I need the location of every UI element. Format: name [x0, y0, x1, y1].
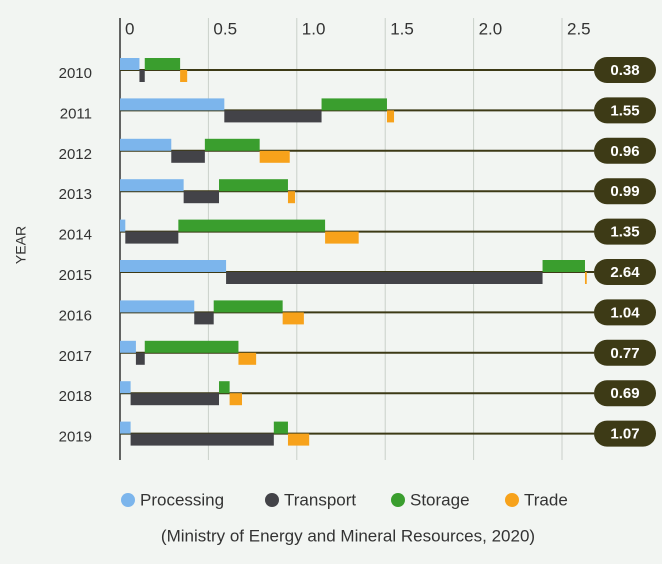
y-tick-label: 2018: [59, 388, 92, 405]
legend-label: Trade: [524, 490, 568, 509]
bar: [135, 352, 145, 365]
legend-label: Storage: [410, 490, 470, 509]
bar: [120, 138, 172, 151]
bar: [204, 138, 260, 151]
bar: [120, 421, 131, 434]
bar: [194, 312, 214, 325]
bar: [287, 433, 310, 446]
y-tick-label: 2013: [59, 186, 92, 203]
bar: [259, 150, 290, 163]
bar: [213, 300, 283, 313]
total-label: 1.55: [610, 102, 639, 119]
bar: [120, 58, 140, 70]
bar: [130, 393, 220, 406]
x-tick-label: 1.5: [390, 19, 414, 38]
total-label: 0.69: [610, 385, 639, 402]
total-label: 0.99: [610, 183, 639, 200]
total-pill: [594, 299, 656, 326]
legend-marker: [391, 493, 405, 507]
legend-label: Transport: [284, 490, 356, 509]
y-axis-label: YEAR: [13, 226, 29, 264]
bar: [542, 260, 585, 272]
bar: [219, 179, 288, 192]
x-tick-label: 0.5: [213, 19, 237, 38]
bar: [120, 179, 184, 192]
bar: [120, 340, 136, 353]
x-tick-label: 2.5: [567, 19, 591, 38]
y-tick-label: 2015: [59, 267, 92, 284]
total-pill: [594, 218, 656, 245]
source: (Ministry of Energy and Mineral Resource…: [161, 526, 535, 545]
y-tick-label: 2016: [59, 307, 92, 324]
bar: [130, 433, 274, 446]
bar: [584, 272, 587, 284]
y-tick-label: 2017: [59, 348, 92, 365]
bar: [219, 381, 230, 394]
bar: [273, 421, 288, 434]
legend-marker: [265, 493, 279, 507]
bar: [144, 58, 181, 70]
legend-label: Processing: [140, 490, 224, 509]
bar: [180, 70, 188, 82]
bar: [321, 98, 387, 111]
total-pill: [594, 420, 656, 447]
y-tick-label: 2014: [59, 227, 92, 244]
legend-marker: [121, 493, 135, 507]
x-tick-label: 0: [125, 19, 134, 38]
bar: [178, 219, 326, 232]
y-tick-label: 2012: [59, 146, 92, 163]
total-pill: [594, 259, 656, 285]
total-pill: [594, 97, 656, 124]
x-tick-label: 1.0: [302, 19, 326, 38]
bar: [183, 191, 220, 204]
total-label: 0.77: [610, 345, 639, 362]
total-pill: [594, 339, 656, 366]
y-tick-label: 2011: [60, 105, 92, 122]
total-label: 0.96: [610, 143, 639, 160]
bar: [144, 340, 239, 353]
bar: [325, 231, 359, 244]
bar: [386, 110, 395, 123]
legend-marker: [505, 493, 519, 507]
total-pill: [594, 178, 656, 205]
bar: [287, 191, 296, 204]
x-tick-label: 2.0: [479, 19, 503, 38]
total-pill: [594, 137, 656, 164]
bar: [120, 381, 131, 394]
bar: [238, 352, 257, 365]
bar: [282, 312, 304, 325]
bar: [125, 231, 179, 244]
total-label: 0.38: [610, 62, 639, 79]
total-label: 2.64: [610, 264, 640, 281]
y-tick-label: 2019: [59, 429, 92, 446]
bar: [229, 393, 242, 406]
bar: [226, 272, 543, 284]
bar: [120, 260, 227, 272]
bar: [224, 110, 322, 123]
bar: [120, 98, 225, 111]
total-label: 1.35: [610, 224, 639, 241]
bar: [120, 300, 195, 313]
total-pill: [594, 57, 656, 83]
y-tick-label: 2010: [59, 65, 92, 82]
total-label: 1.04: [610, 304, 640, 321]
bar: [139, 70, 145, 82]
total-pill: [594, 380, 656, 407]
bar: [120, 219, 126, 232]
bar: [171, 150, 205, 163]
total-label: 1.07: [610, 426, 639, 443]
